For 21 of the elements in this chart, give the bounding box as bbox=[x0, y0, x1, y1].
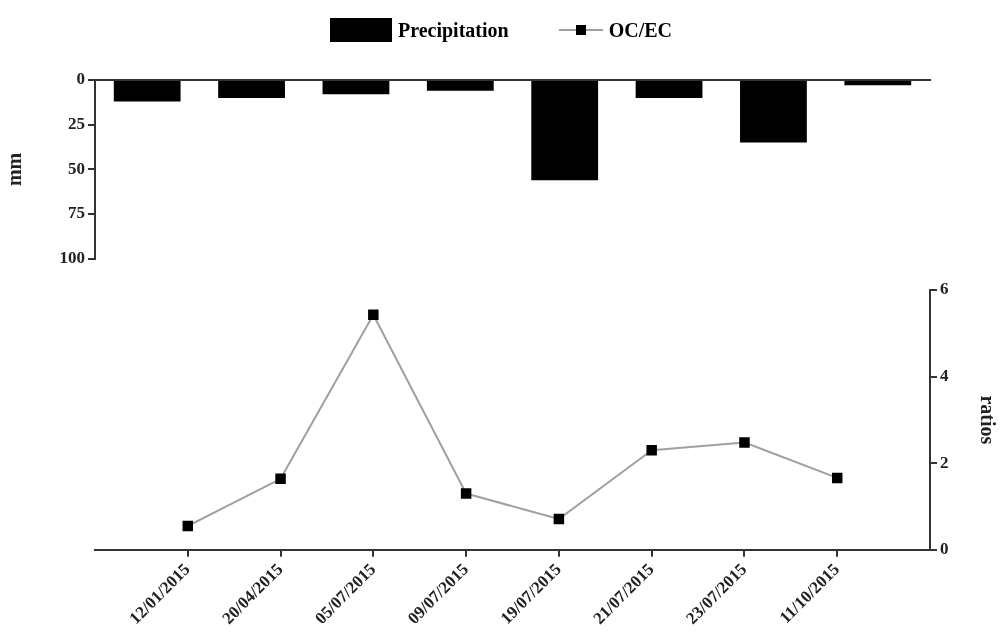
bar bbox=[426, 81, 494, 91]
y-tick-label: 50 bbox=[68, 158, 85, 178]
bar bbox=[113, 81, 181, 102]
bar bbox=[322, 81, 390, 95]
bar bbox=[531, 81, 599, 181]
bar bbox=[218, 81, 285, 98]
bar bbox=[844, 81, 912, 86]
y-axis-title: mm bbox=[3, 152, 26, 187]
y2-tick-label: 0 bbox=[940, 539, 949, 559]
y2-axis-title: ratios bbox=[976, 395, 999, 445]
y-tick-label: 25 bbox=[68, 114, 85, 134]
y2-tick-label: 6 bbox=[940, 279, 949, 299]
y-tick-label: 0 bbox=[76, 69, 85, 89]
bar bbox=[635, 81, 703, 98]
legend-label: Precipitation bbox=[397, 18, 509, 42]
y2-tick-label: 2 bbox=[940, 452, 949, 472]
bar bbox=[740, 81, 807, 143]
y-tick-label: 100 bbox=[59, 248, 85, 268]
y-tick-label: 75 bbox=[68, 203, 85, 223]
y2-tick-label: 4 bbox=[940, 365, 949, 385]
legend-label: OC/EC bbox=[608, 18, 673, 42]
